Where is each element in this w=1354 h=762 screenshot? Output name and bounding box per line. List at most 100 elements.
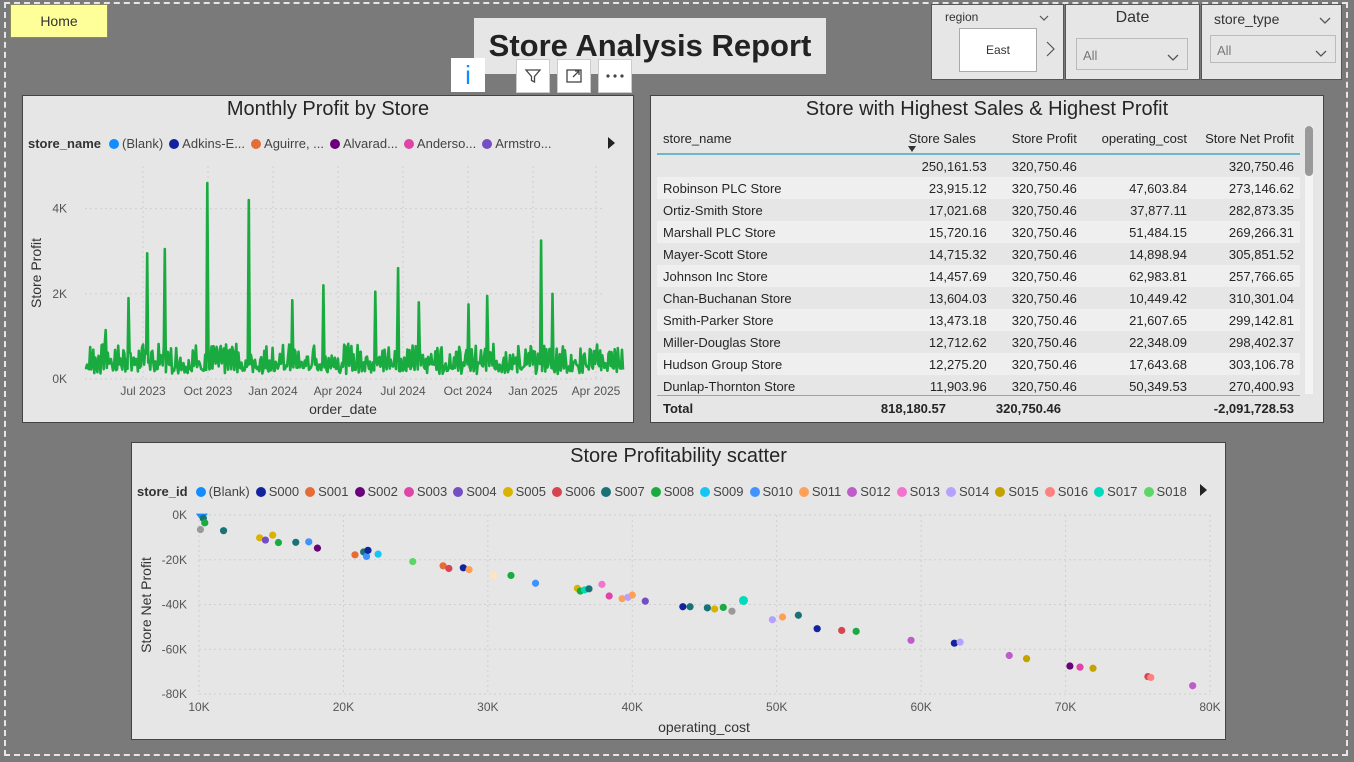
scatter-point[interactable] — [445, 564, 453, 573]
legend-item[interactable]: S013 — [896, 484, 940, 499]
scatter-point[interactable] — [1066, 662, 1074, 670]
chevron-right-icon[interactable] — [1046, 41, 1055, 62]
table-row[interactable]: Dunlap-Thornton Store 11,903.96 320,750.46… — [657, 375, 1300, 397]
store-type-slicer[interactable]: store_type All — [1201, 4, 1342, 80]
table-row[interactable]: Chan-Buchanan Store 13,604.03 320,750.46 10… — [657, 287, 1300, 309]
table-row[interactable]: Marshall PLC Store 15,720.16 320,750.46 51,… — [657, 221, 1300, 243]
date-slicer[interactable]: Date All — [1065, 4, 1200, 80]
date-dropdown[interactable]: All — [1076, 38, 1188, 70]
scatter-point[interactable] — [1022, 655, 1031, 663]
scatter-point[interactable] — [1089, 664, 1097, 672]
table-row[interactable]: Hudson Group Store 12,275.20 320,750.46 17,… — [657, 353, 1300, 375]
scatter-point[interactable] — [269, 531, 277, 539]
scatter-point[interactable] — [794, 611, 802, 619]
scatter-point[interactable] — [439, 562, 447, 570]
scatter-point[interactable] — [362, 552, 371, 560]
legend-item[interactable]: Alvarad... — [330, 136, 398, 151]
scatter-point[interactable] — [618, 595, 626, 603]
region-tile-east[interactable]: East — [959, 28, 1037, 72]
chevron-down-icon[interactable] — [1319, 12, 1331, 30]
scatter-point[interactable] — [364, 546, 372, 554]
scatter-point[interactable] — [738, 595, 748, 605]
scatter-point[interactable] — [459, 564, 467, 572]
scatter-point[interactable] — [465, 565, 473, 574]
scatter-point[interactable] — [703, 604, 711, 612]
table-row[interactable]: 250,161.53 320,750.46 320,750.46 — [657, 154, 1300, 177]
scatter-point[interactable] — [201, 519, 209, 527]
legend-item[interactable]: S008 — [650, 484, 694, 499]
scatter-point[interactable] — [686, 603, 694, 611]
filter-icon[interactable] — [516, 59, 550, 93]
scatter-point[interactable] — [852, 627, 860, 635]
scatter-point[interactable] — [778, 613, 787, 621]
scatter-point[interactable] — [711, 605, 719, 613]
scatter-point[interactable] — [1147, 673, 1155, 682]
legend-item[interactable]: Adkins-E... — [169, 136, 245, 151]
table-row[interactable]: Robinson PLC Store 23,915.12 320,750.46 47,… — [657, 177, 1300, 199]
table-row[interactable]: Ortiz-Smith Store 17,021.68 320,750.46 37,8… — [657, 199, 1300, 221]
legend-item[interactable]: S018 — [1143, 484, 1187, 499]
legend-item[interactable]: (Blank) — [195, 484, 250, 499]
scatter-point[interactable] — [313, 544, 322, 552]
legend-next-arrow[interactable] — [608, 137, 615, 149]
scatter-point[interactable] — [598, 580, 606, 588]
table-row[interactable]: Mayer-Scott Store 14,715.32 320,750.46 14,8… — [657, 243, 1300, 265]
legend-item[interactable]: S009 — [700, 484, 744, 499]
legend-item[interactable]: S017 — [1094, 484, 1138, 499]
legend-item[interactable]: (Blank) — [108, 136, 163, 151]
legend-item[interactable]: S014 — [946, 484, 989, 499]
scatter-point[interactable] — [813, 625, 821, 633]
scatter-point[interactable] — [585, 585, 593, 593]
legend-item[interactable]: S012 — [847, 484, 891, 499]
chevron-down-icon[interactable] — [1039, 9, 1049, 27]
scatter-point[interactable] — [351, 551, 359, 559]
store-table-visual[interactable]: Store with Highest Sales & Highest Profi… — [650, 95, 1324, 423]
focus-mode-icon[interactable] — [557, 59, 591, 93]
legend-item[interactable]: S016 — [1044, 484, 1088, 499]
more-options-icon[interactable] — [598, 59, 632, 93]
home-button[interactable]: Home — [10, 4, 108, 38]
legend-item[interactable]: S015 — [995, 484, 1039, 499]
scatter-point[interactable] — [292, 538, 300, 546]
legend-item[interactable]: Anderso... — [403, 136, 476, 151]
scatter-point[interactable] — [374, 550, 382, 558]
legend-item[interactable]: S010 — [749, 484, 793, 499]
scatter-point[interactable] — [956, 638, 964, 646]
column-header[interactable]: Store Sales — [902, 124, 993, 155]
scatter-point[interactable] — [838, 626, 846, 635]
column-header[interactable]: store_name — [657, 124, 903, 155]
scatter-point[interactable] — [261, 536, 270, 544]
legend-item[interactable]: S007 — [601, 484, 645, 499]
scatter-point[interactable] — [256, 534, 264, 542]
scatter-point[interactable] — [531, 579, 540, 587]
scatter-point[interactable] — [641, 597, 649, 605]
scatter-point[interactable] — [507, 571, 515, 580]
scatter-point[interactable] — [679, 603, 687, 611]
legend-item[interactable]: S005 — [502, 484, 546, 499]
legend-item[interactable]: S006 — [552, 484, 595, 499]
scatter-point[interactable] — [196, 525, 205, 534]
legend-item[interactable]: S011 — [798, 484, 841, 499]
table-row[interactable]: Miller-Douglas Store 12,712.62 320,750.46 2… — [657, 331, 1300, 353]
scatter-point[interactable] — [409, 557, 417, 566]
column-header[interactable]: operating_cost — [1082, 124, 1193, 155]
scatter-point[interactable] — [605, 592, 613, 600]
legend-next-arrow[interactable] — [1200, 484, 1207, 496]
scatter-point[interactable] — [719, 603, 727, 612]
scatter-point[interactable] — [305, 538, 313, 546]
legend-item[interactable]: Armstro... — [482, 136, 552, 151]
scatter-point[interactable] — [907, 636, 915, 644]
legend-item[interactable]: S001 — [305, 484, 349, 499]
profit-line[interactable] — [84, 181, 625, 376]
scatter-point[interactable] — [628, 591, 636, 599]
scatter-point[interactable] — [274, 538, 283, 547]
store-type-dropdown[interactable]: All — [1210, 35, 1336, 63]
legend-item[interactable]: Aguirre, ... — [251, 136, 324, 151]
scatter-point[interactable] — [768, 616, 776, 624]
table-row[interactable]: Smith-Parker Store 13,473.18 320,750.46 21,… — [657, 309, 1300, 331]
scatter-point[interactable] — [1005, 651, 1013, 660]
monthly-profit-chart[interactable]: Monthly Profit by Store store_name (Blan… — [22, 95, 634, 423]
scatter-point[interactable] — [950, 639, 958, 647]
legend-item[interactable]: S002 — [354, 484, 398, 499]
scatter-point[interactable] — [1189, 682, 1197, 690]
